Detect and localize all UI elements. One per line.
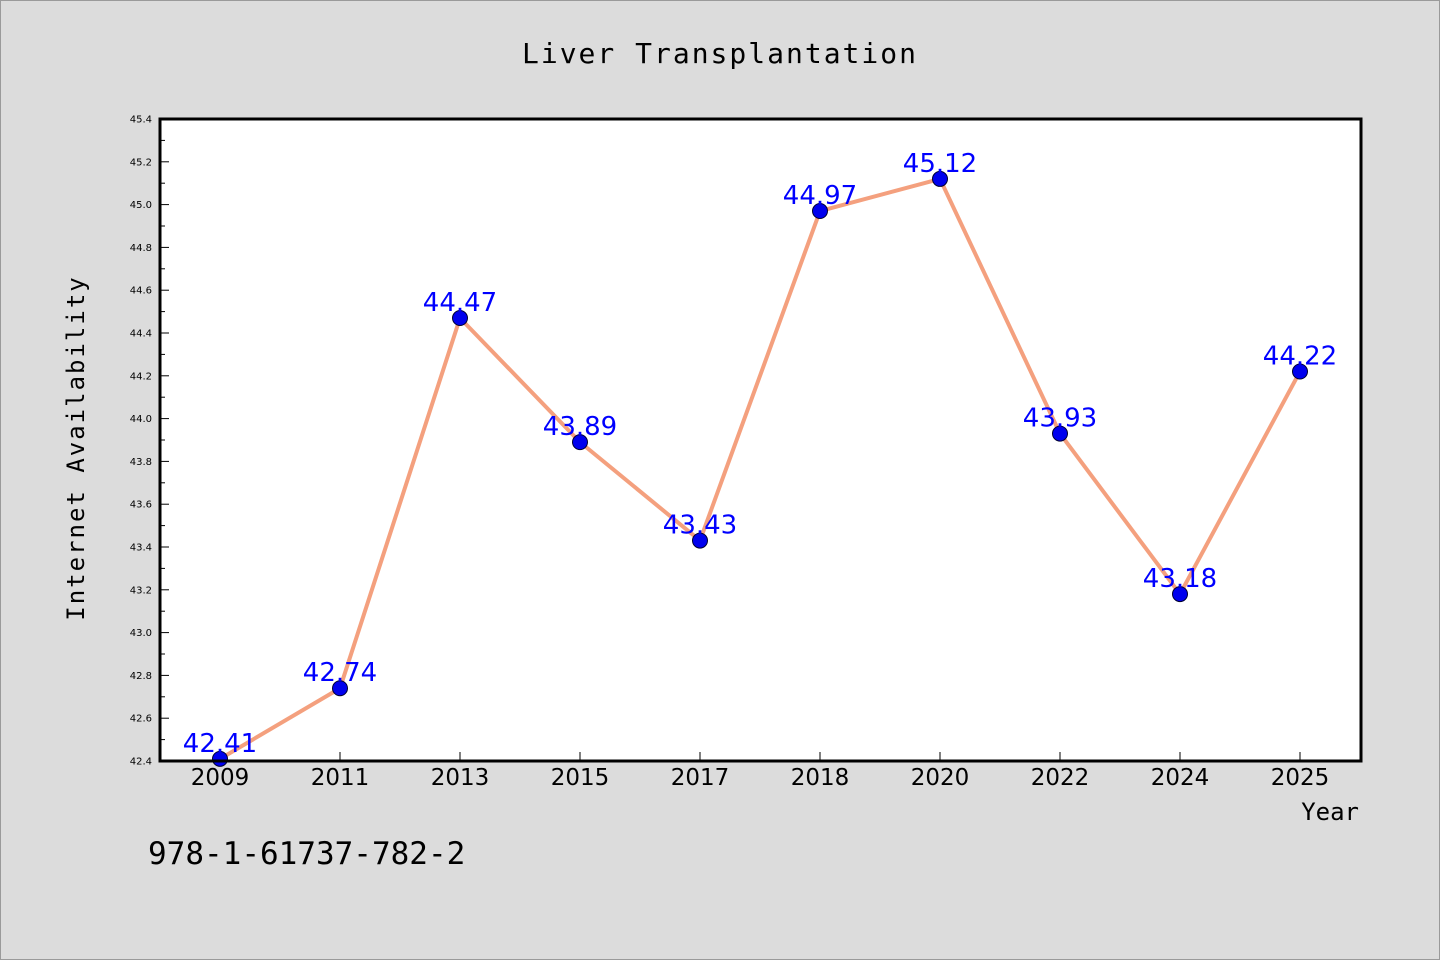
- data-label: 44.22: [1263, 342, 1337, 372]
- x-tick-label: 2013: [431, 765, 490, 791]
- data-label: 43.18: [1143, 564, 1217, 594]
- x-tick-label: 2022: [1031, 765, 1090, 791]
- y-tick-label: 45.0: [130, 200, 152, 211]
- data-point: [332, 680, 348, 697]
- data-point: [932, 170, 948, 187]
- y-tick-label: 43.6: [130, 500, 152, 511]
- y-tick-label: 44.6: [130, 286, 152, 297]
- data-label: 43.93: [1023, 404, 1097, 434]
- data-label: 43.43: [663, 511, 737, 541]
- y-axis-label: Internet Availability: [62, 275, 90, 620]
- data-label: 45.12: [903, 149, 977, 179]
- data-label: 44.47: [423, 288, 497, 318]
- data-point: [1292, 363, 1308, 380]
- plot-area: [160, 119, 1361, 761]
- x-axis-label: Year: [1301, 798, 1359, 826]
- y-tick-label: 42.4: [130, 757, 152, 768]
- data-point: [812, 203, 828, 220]
- series-group: 42.41 42.74 44.47 43.89 43.43 44.97 45.12 43.93…: [183, 149, 1337, 767]
- series-line: [218, 176, 1302, 761]
- x-axis-ticks: 2009 2011 2013 2015 2017 2018 2020 2022 2024 2025: [191, 752, 1330, 791]
- y-tick-label: 45.4: [130, 115, 152, 126]
- x-tick-label: 2020: [911, 765, 970, 791]
- x-tick-label: 2017: [671, 765, 730, 791]
- y-tick-label: 42.6: [130, 714, 152, 725]
- y-tick-label: 44.4: [130, 329, 152, 340]
- y-tick-label: 43.0: [130, 628, 152, 639]
- x-tick-label: 2009: [191, 765, 250, 791]
- y-tick-label: 44.8: [130, 243, 152, 254]
- data-point: [1052, 425, 1068, 442]
- y-tick-label: 45.2: [130, 157, 152, 168]
- data-label: 43.89: [543, 412, 617, 442]
- y-tick-label: 43.2: [130, 585, 152, 596]
- footer-text: 978-1-61737-782-2: [148, 836, 465, 872]
- x-tick-label: 2024: [1151, 765, 1210, 791]
- data-point: [212, 750, 228, 767]
- data-point: [692, 532, 708, 549]
- y-tick-label: 43.8: [130, 457, 152, 468]
- x-tick-label: 2011: [311, 765, 370, 791]
- x-tick-label: 2015: [551, 765, 610, 791]
- x-tick-label: 2018: [791, 765, 850, 791]
- plot-border: [158, 117, 1363, 763]
- data-label: 44.97: [783, 181, 857, 211]
- data-point: [1172, 586, 1188, 603]
- data-label: 42.41: [183, 729, 257, 759]
- x-tick-label: 2025: [1271, 765, 1330, 791]
- chart-title: Liver Transplantation: [522, 37, 918, 70]
- y-tick-label: 44.0: [130, 414, 152, 425]
- data-label: 42.74: [303, 658, 377, 688]
- y-tick-label: 44.2: [130, 371, 152, 382]
- y-tick-label: 42.8: [130, 671, 152, 682]
- data-point: [452, 310, 468, 327]
- data-point: [572, 434, 588, 451]
- y-tick-label: 43.4: [130, 543, 152, 554]
